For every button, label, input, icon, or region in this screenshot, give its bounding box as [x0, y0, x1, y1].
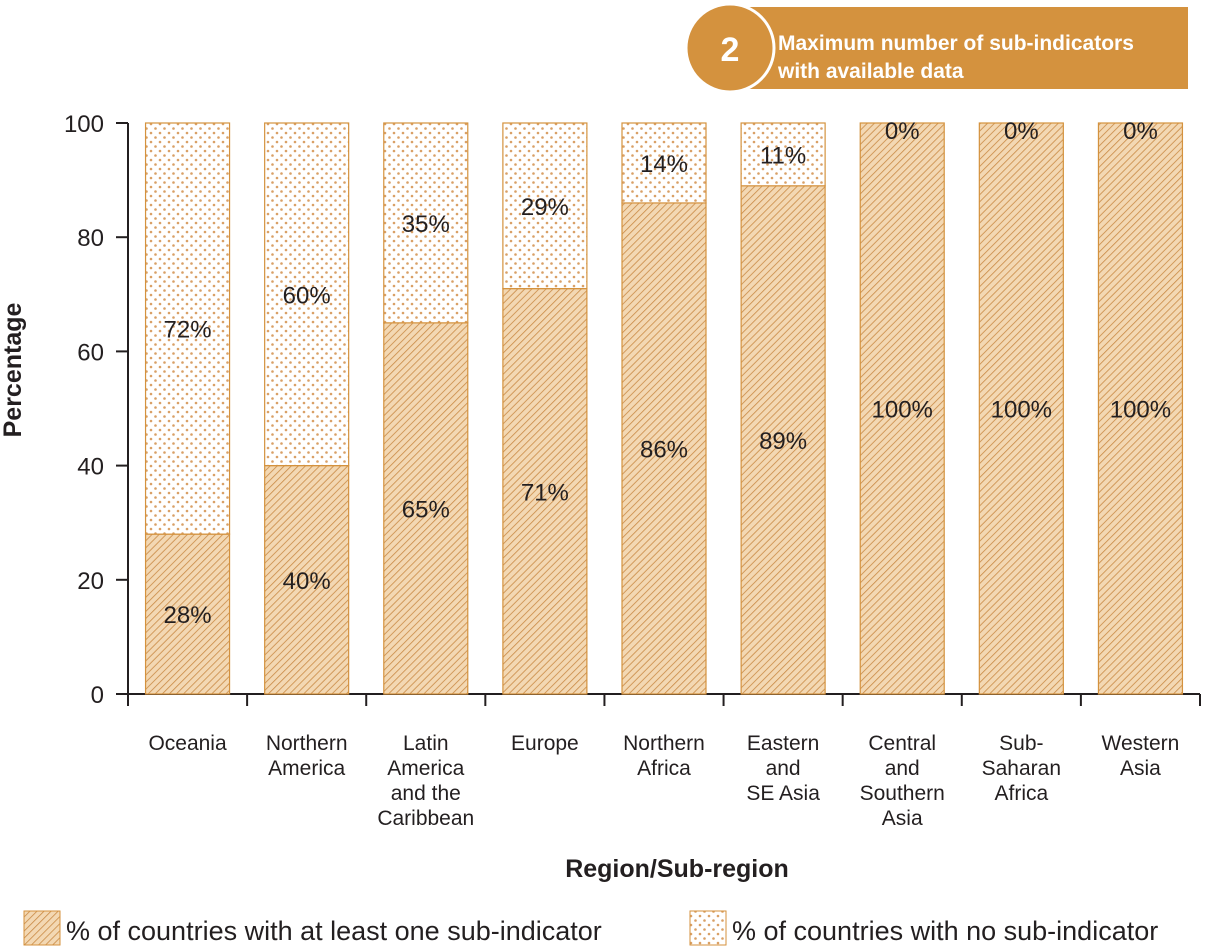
category-label: Western	[1102, 732, 1180, 755]
bar-no-sub-indicator	[383, 122, 469, 324]
legend-label-no-sub-indicator: % of countries with no sub-indicator	[732, 916, 1158, 946]
legend-label-at-least-one: % of countries with at least one sub-ind…	[66, 916, 602, 946]
bar-no-sub-indicator	[144, 122, 231, 535]
category-label: Northern	[266, 732, 348, 755]
bar-at-least-one	[978, 122, 1064, 695]
legend-swatch-at-least-one	[23, 910, 61, 946]
bar-no-sub-indicator	[502, 122, 588, 290]
bar-no-sub-indicator	[621, 122, 707, 204]
y-axis-title: Percentage	[0, 303, 27, 438]
data-label-at-least-one: 65%	[402, 496, 450, 523]
data-label-no-sub-indicator: 14%	[640, 151, 688, 178]
category-label: America	[387, 757, 464, 780]
category-label: America	[268, 757, 345, 780]
bar-no-sub-indicator	[264, 122, 350, 467]
category-label: Central	[868, 732, 936, 755]
y-tick-label: 60	[77, 339, 104, 366]
badge-circle	[684, 2, 776, 94]
x-axis	[127, 693, 1201, 706]
data-label-at-least-one: 86%	[640, 436, 688, 463]
category-label: SE Asia	[746, 782, 820, 805]
category-label: and the	[391, 782, 461, 805]
data-label-no-sub-indicator: 0%	[1123, 118, 1158, 145]
data-label-at-least-one: 100%	[872, 397, 933, 424]
category-label: and	[766, 757, 801, 780]
data-label-no-sub-indicator: 72%	[164, 317, 212, 344]
legend: % of countries with at least one sub-ind…	[23, 910, 1158, 946]
bar-at-least-one	[383, 322, 469, 695]
badge-number: 2	[721, 31, 740, 69]
data-label-no-sub-indicator: 60%	[283, 282, 331, 309]
category-label: Eastern	[747, 732, 819, 755]
badge-background	[735, 7, 1188, 89]
category-label: Latin	[403, 732, 449, 755]
category-label: Africa	[994, 782, 1048, 805]
bar-at-least-one	[621, 202, 707, 695]
y-tick-label: 0	[91, 682, 104, 709]
bar-at-least-one	[502, 287, 588, 695]
category-label: Africa	[637, 757, 691, 780]
data-label-at-least-one: 40%	[283, 568, 331, 595]
bars	[144, 122, 1184, 695]
x-axis-title: Region/Sub-region	[565, 855, 789, 883]
data-label-at-least-one: 89%	[759, 428, 807, 455]
category-label: Northern	[623, 732, 705, 755]
badge: 2 Maximum number of sub-indicators with …	[684, 2, 1188, 94]
data-label-at-least-one: 71%	[521, 479, 569, 506]
legend-swatch-no-sub-indicator	[689, 910, 727, 946]
data-label-at-least-one: 28%	[164, 602, 212, 629]
data-label-no-sub-indicator: 29%	[521, 194, 569, 221]
data-label-no-sub-indicator: 35%	[402, 211, 450, 238]
data-label-at-least-one: 100%	[991, 397, 1052, 424]
y-tick-label: 40	[77, 454, 104, 481]
category-label: Asia	[1120, 757, 1161, 780]
badge-text-line2: with available data	[777, 60, 964, 83]
badge-text-line1: Maximum number of sub-indicators	[778, 32, 1134, 55]
data-label-at-least-one: 100%	[1110, 397, 1171, 424]
category-label: Southern	[860, 782, 945, 805]
category-label: Sub-	[999, 732, 1043, 755]
category-label: Asia	[882, 807, 923, 830]
category-label: Saharan	[982, 757, 1061, 780]
y-tick-label: 100	[64, 111, 104, 138]
data-label-no-sub-indicator: 11%	[760, 142, 806, 169]
y-axis: 0 20 40 60 80 100	[64, 111, 129, 709]
category-label: Oceania	[148, 732, 227, 755]
y-tick-label: 20	[77, 568, 104, 595]
data-labels: 28% 72% 40% 60% 65% 35% 71% 29% 86% 14% 89% 11% 100%…	[164, 118, 1172, 629]
bar-at-least-one	[144, 533, 231, 695]
data-label-no-sub-indicator: 0%	[1004, 118, 1039, 145]
bar-no-sub-indicator	[740, 122, 826, 187]
category-label: and	[885, 757, 920, 780]
bar-at-least-one	[1097, 122, 1184, 695]
y-tick-label: 80	[77, 225, 104, 252]
bar-at-least-one	[859, 122, 945, 695]
data-label-no-sub-indicator: 0%	[885, 118, 920, 145]
category-label: Europe	[511, 732, 579, 755]
category-label: Caribbean	[377, 807, 474, 830]
